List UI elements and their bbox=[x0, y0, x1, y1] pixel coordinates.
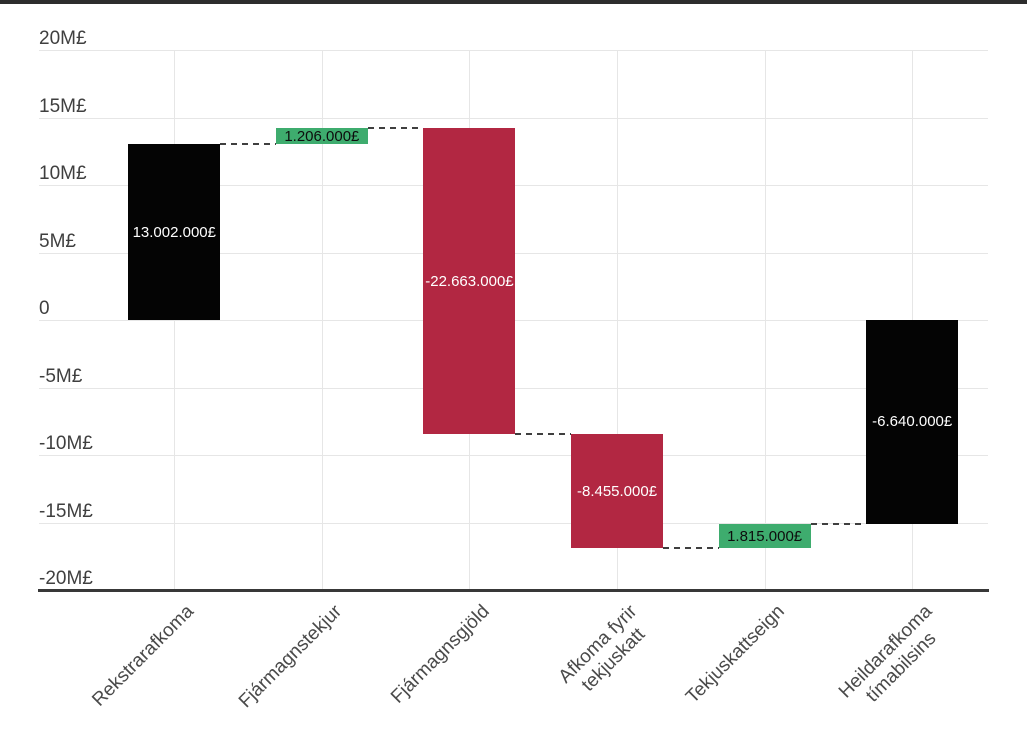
y-axis-tick-label: 0 bbox=[39, 298, 50, 319]
waterfall-connector bbox=[515, 433, 572, 436]
bar-heildarafkoma-timabilsins[interactable]: -6.640.000£ bbox=[866, 320, 959, 524]
y-axis-tick-label: -5M£ bbox=[39, 365, 83, 387]
y-axis-tick-label: -20M£ bbox=[39, 568, 93, 589]
x-axis-label-rekstrarafkoma: Rekstrarafkoma bbox=[88, 601, 198, 711]
y-axis-tick-label: 15M£ bbox=[39, 95, 87, 117]
y-gridline bbox=[39, 50, 988, 51]
top-border bbox=[0, 0, 1027, 4]
bar-value-label: -6.640.000£ bbox=[872, 413, 953, 431]
waterfall-connector bbox=[663, 547, 719, 550]
x-axis-label-tekjuskattseign: Tekjuskattseign bbox=[682, 601, 789, 708]
x-gridline bbox=[174, 50, 176, 590]
waterfall-connector bbox=[220, 143, 276, 146]
y-axis-tick-label: -15M£ bbox=[39, 500, 93, 522]
x-axis-label-line: Tekjuskattseign bbox=[681, 601, 789, 708]
x-axis-label-fjarmagnstekjur: Fjármagnstekjur bbox=[235, 601, 347, 713]
bar-fjarmagnstekjur[interactable]: 1.206.000£ bbox=[275, 127, 368, 145]
x-axis-label-line: Fjármagnstekjur bbox=[234, 601, 346, 713]
y-gridline bbox=[39, 117, 988, 119]
y-axis-tick-label: -10M£ bbox=[39, 433, 93, 454]
bar-tekjuskattseign[interactable]: 1.815.000£ bbox=[718, 523, 811, 549]
x-axis-label-line: Rekstrarafkoma bbox=[88, 601, 199, 711]
y-gridline bbox=[39, 455, 988, 456]
x-axis-label-fjarmagnsgjold: Fjármagnsgjöld bbox=[387, 601, 494, 708]
y-gridline bbox=[39, 522, 988, 524]
x-axis-line bbox=[38, 589, 989, 592]
bar-value-label: 1.206.000£ bbox=[284, 127, 360, 145]
bar-rekstrarafkoma[interactable]: 13.002.000£ bbox=[128, 144, 221, 320]
y-axis-tick-label: 10M£ bbox=[39, 163, 87, 184]
waterfall-connector bbox=[367, 127, 424, 130]
waterfall-connector bbox=[810, 522, 867, 525]
x-axis-label-line: Fjármagnsgjöld bbox=[386, 601, 494, 708]
x-axis-label-heildarafkoma-timabilsins: Heildarafkoma tímabilsins bbox=[835, 601, 953, 719]
bar-afkoma-fyrir-tekjuskatt[interactable]: -8.455.000£ bbox=[571, 434, 664, 549]
bar-value-label: -22.663.000£ bbox=[425, 272, 514, 290]
x-gridline bbox=[321, 50, 323, 590]
x-axis-label-afkoma-fyrir-tekjuskatt: Afkoma fyrir tekjuskatt bbox=[554, 601, 657, 704]
bar-value-label: 1.815.000£ bbox=[727, 527, 803, 545]
y-axis-tick-label: 5M£ bbox=[39, 230, 76, 252]
bar-value-label: 13.002.000£ bbox=[132, 223, 216, 241]
y-axis-tick-label: 20M£ bbox=[39, 28, 87, 49]
bar-value-label: -8.455.000£ bbox=[576, 482, 658, 500]
bar-fjarmagnsgjold[interactable]: -22.663.000£ bbox=[423, 128, 516, 435]
x-gridline bbox=[617, 50, 619, 590]
x-gridline bbox=[764, 50, 766, 590]
